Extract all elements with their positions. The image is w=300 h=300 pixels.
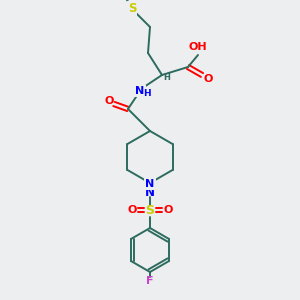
Text: N: N [145,185,155,199]
Text: N: N [135,86,145,96]
Text: O: O [203,74,213,84]
Text: N: N [146,179,154,189]
Text: S: S [146,203,154,217]
Text: H: H [164,73,170,82]
Text: H: H [143,89,151,98]
Text: O: O [104,96,114,106]
Text: O: O [163,205,173,215]
Text: S: S [128,2,136,16]
Text: F: F [146,276,154,286]
Text: OH: OH [189,42,207,52]
Text: O: O [127,205,137,215]
